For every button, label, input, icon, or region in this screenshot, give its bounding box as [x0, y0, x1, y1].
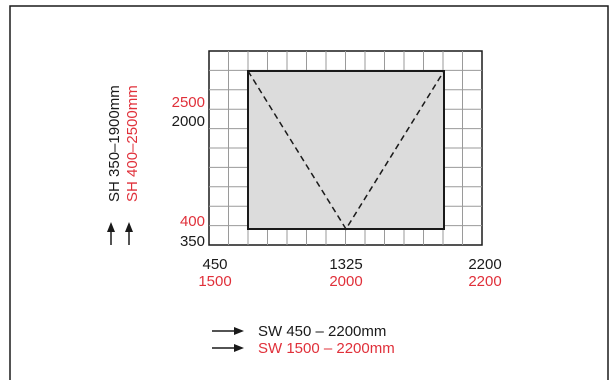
x-tick-black-left: 450 — [202, 256, 227, 273]
up-arrow-icon — [107, 222, 115, 245]
y-tick-black-top: 2000 — [172, 113, 205, 130]
y-tick-red-top: 2500 — [172, 94, 205, 111]
vertical-range-label-black: SH 350–1900mm — [106, 85, 123, 202]
horizontal-range-label-red: SW 1500 – 2200mm — [258, 340, 395, 357]
vertical-range-label-red: SH 400–2500mm — [124, 85, 141, 202]
up-arrow-icon — [125, 222, 133, 245]
outer-frame — [9, 5, 609, 380]
x-tick-red-right: 2200 — [468, 273, 501, 290]
y-tick-red-bottom: 400 — [180, 213, 205, 230]
x-tick-red-left: 1500 — [198, 273, 231, 290]
x-tick-black-middle: 1325 — [329, 256, 362, 273]
x-tick-black-right: 2200 — [468, 256, 501, 273]
x-tick-red-middle: 2000 — [329, 273, 362, 290]
right-arrow-icon — [212, 327, 244, 335]
opening-triangle — [247, 70, 445, 231]
door-panel — [247, 70, 445, 230]
right-arrow-icon — [212, 344, 244, 352]
y-tick-black-bottom: 350 — [180, 233, 205, 250]
horizontal-range-label-black: SW 450 – 2200mm — [258, 323, 386, 340]
